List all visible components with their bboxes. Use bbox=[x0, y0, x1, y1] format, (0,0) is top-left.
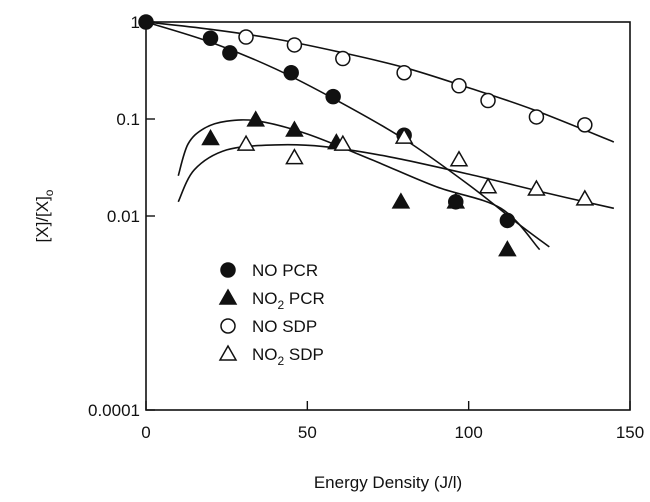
legend-marker bbox=[218, 288, 238, 305]
data-point bbox=[446, 192, 466, 209]
data-point bbox=[238, 29, 254, 45]
legend-label: NO2 PCR bbox=[252, 289, 325, 312]
data-point bbox=[527, 179, 546, 196]
data-point bbox=[222, 45, 238, 61]
data-point bbox=[451, 78, 467, 94]
data-point bbox=[246, 110, 265, 127]
data-point bbox=[575, 189, 595, 206]
y-tick-label: 0.01 bbox=[107, 207, 140, 226]
fit-curves bbox=[145, 21, 615, 251]
data-point bbox=[499, 212, 516, 229]
data-point bbox=[285, 120, 304, 137]
data-point bbox=[236, 134, 256, 151]
x-axis-title: Energy Density (J/l) bbox=[314, 473, 462, 492]
data-point bbox=[528, 109, 545, 125]
data-point bbox=[202, 30, 219, 46]
data-point bbox=[478, 177, 498, 194]
y-tick-label: 1 bbox=[131, 13, 140, 32]
data-point bbox=[391, 192, 411, 209]
data-points bbox=[138, 14, 595, 257]
x-tick-label: 100 bbox=[454, 423, 482, 442]
data-point bbox=[577, 117, 593, 133]
data-point bbox=[283, 64, 299, 81]
svg-text:[X]/[X]o: [X]/[X]o bbox=[33, 189, 56, 242]
legend-label: NO SDP bbox=[252, 317, 317, 336]
y-tick-label: 0.1 bbox=[116, 110, 140, 129]
legend: NO PCR NO2 PCR NO SDP NO2 SDP bbox=[218, 261, 325, 368]
y-axis-title-main: [X]/[X] bbox=[33, 196, 52, 242]
y-axis-ticks: 1 0.1 0.01 0.0001 bbox=[88, 13, 155, 420]
fit-curve bbox=[177, 143, 615, 210]
legend-marker bbox=[218, 344, 238, 361]
data-point bbox=[396, 64, 412, 81]
data-point bbox=[449, 150, 469, 167]
legend-marker bbox=[220, 318, 236, 334]
data-point bbox=[286, 37, 303, 53]
y-axis-title: [X]/[X]o bbox=[33, 189, 56, 242]
data-point bbox=[333, 134, 353, 151]
x-tick-label: 0 bbox=[141, 423, 150, 442]
data-point bbox=[201, 128, 220, 146]
y-tick-label: 0.0001 bbox=[88, 401, 140, 420]
legend-marker bbox=[220, 262, 236, 278]
x-tick-label: 50 bbox=[298, 423, 317, 442]
data-point bbox=[335, 50, 351, 67]
fit-curve bbox=[145, 21, 615, 143]
data-point bbox=[138, 14, 154, 30]
legend-label: NO PCR bbox=[252, 261, 318, 280]
data-point bbox=[480, 92, 496, 109]
data-point bbox=[325, 88, 341, 105]
data-point bbox=[498, 240, 517, 257]
legend-label: NO2 SDP bbox=[252, 345, 324, 368]
data-point bbox=[285, 148, 304, 165]
data-point bbox=[394, 127, 414, 144]
plot-frame bbox=[145, 21, 631, 411]
x-tick-label: 150 bbox=[616, 423, 644, 442]
y-axis-title-sub: o bbox=[42, 189, 56, 196]
x-axis-ticks: 0 50 100 150 bbox=[141, 401, 644, 442]
